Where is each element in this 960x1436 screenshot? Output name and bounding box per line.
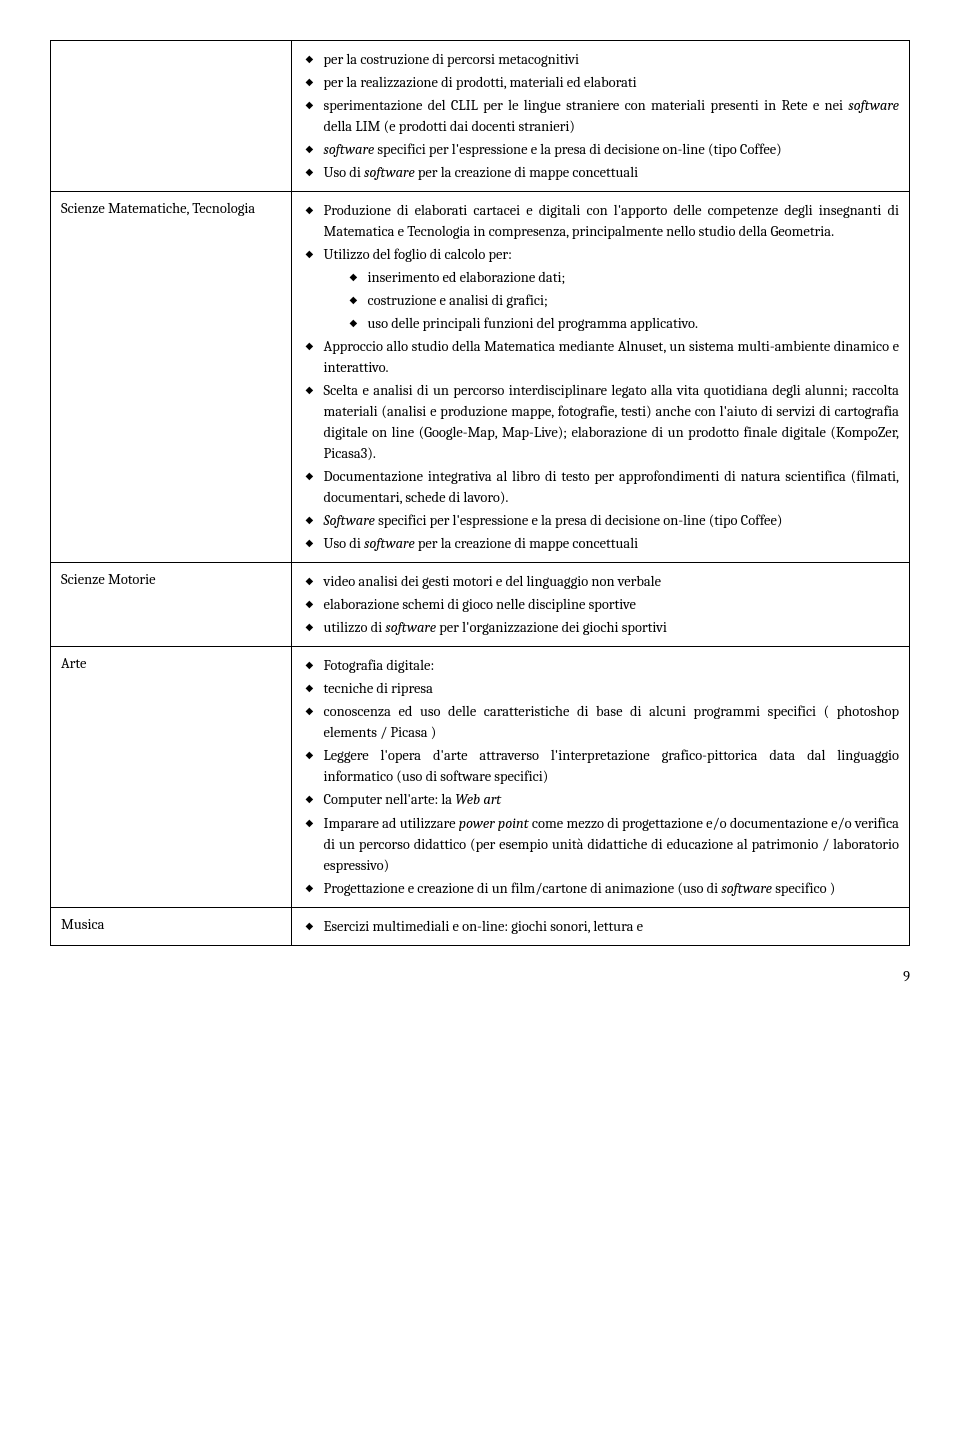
subject-cell: Scienze Motorie	[51, 563, 292, 647]
bullet-list: Fotografia digitale:tecniche di ripresac…	[302, 655, 899, 898]
list-item: Fotografia digitale:	[302, 655, 899, 676]
list-item: Approccio allo studio della Matematica m…	[302, 336, 899, 378]
list-item: elaborazione schemi di gioco nelle disci…	[302, 594, 899, 615]
list-item: Uso di software per la creazione di mapp…	[302, 162, 899, 183]
content-cell: Produzione di elaborati cartacei e digit…	[291, 192, 909, 563]
list-item: Utilizzo del foglio di calcolo per:inser…	[302, 244, 899, 334]
page-number: 9	[50, 966, 910, 987]
content-cell: per la costruzione di percorsi metacogni…	[291, 41, 909, 192]
table-row: Scienze Matematiche, TecnologiaProduzion…	[51, 192, 910, 563]
sub-bullet-list: inserimento ed elaborazione dati;costruz…	[346, 267, 899, 334]
list-item: video analisi dei gesti motori e del lin…	[302, 571, 899, 592]
content-cell: video analisi dei gesti motori e del lin…	[291, 563, 909, 647]
subject-cell	[51, 41, 292, 192]
bullet-list: per la costruzione di percorsi metacogni…	[302, 49, 899, 183]
list-item: Esercizi multimediali e on-line: giochi …	[302, 916, 899, 937]
table-row: Musica Esercizi multimediali e on-line: g…	[51, 907, 910, 945]
subject-cell: Musica	[51, 907, 292, 945]
subject-cell: Scienze Matematiche, Tecnologia	[51, 192, 292, 563]
table-row: Scienze Motorie video analisi dei gesti m…	[51, 563, 910, 647]
bullet-list: Produzione di elaborati cartacei e digit…	[302, 200, 899, 554]
sub-list-item: uso delle principali funzioni del progra…	[346, 313, 899, 334]
list-item: Computer nell'arte: la Web art	[302, 789, 899, 810]
bullet-list: Esercizi multimediali e on-line: giochi …	[302, 916, 899, 937]
subject-cell: Arte	[51, 647, 292, 907]
bullet-list: video analisi dei gesti motori e del lin…	[302, 571, 899, 638]
list-item: Software specifici per l'espressione e l…	[302, 510, 899, 531]
list-item: tecniche di ripresa	[302, 678, 899, 699]
content-table: per la costruzione di percorsi metacogni…	[50, 40, 910, 946]
list-item: software specifici per l'espressione e l…	[302, 139, 899, 160]
list-item: Documentazione integrativa al libro di t…	[302, 466, 899, 508]
table-row: per la costruzione di percorsi metacogni…	[51, 41, 910, 192]
list-item: Leggere l'opera d'arte attraverso l'inte…	[302, 745, 899, 787]
list-item: Produzione di elaborati cartacei e digit…	[302, 200, 899, 242]
sub-list-item: inserimento ed elaborazione dati;	[346, 267, 899, 288]
list-item: Uso di software per la creazione di mapp…	[302, 533, 899, 554]
list-item: Imparare ad utilizzare power point come …	[302, 813, 899, 876]
list-item: per la costruzione di percorsi metacogni…	[302, 49, 899, 70]
content-cell: Fotografia digitale:tecniche di ripresac…	[291, 647, 909, 907]
list-item: Progettazione e creazione di un film/car…	[302, 878, 899, 899]
content-cell: Esercizi multimediali e on-line: giochi …	[291, 907, 909, 945]
list-item: utilizzo di software per l'organizzazion…	[302, 617, 899, 638]
sub-list-item: costruzione e analisi di grafici;	[346, 290, 899, 311]
list-item: Scelta e analisi di un percorso interdis…	[302, 380, 899, 464]
list-item: conoscenza ed uso delle caratteristiche …	[302, 701, 899, 743]
table-row: ArteFotografia digitale:tecniche di ripr…	[51, 647, 910, 907]
list-item: per la realizzazione di prodotti, materi…	[302, 72, 899, 93]
list-item: sperimentazione del CLIL per le lingue s…	[302, 95, 899, 137]
